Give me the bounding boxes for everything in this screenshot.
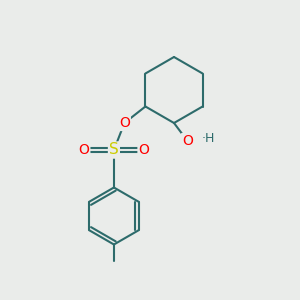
Text: S: S [109, 142, 119, 158]
Text: O: O [182, 134, 193, 148]
Text: O: O [139, 143, 149, 157]
Text: O: O [119, 116, 130, 130]
Text: ·H: ·H [202, 132, 215, 145]
Text: O: O [79, 143, 89, 157]
